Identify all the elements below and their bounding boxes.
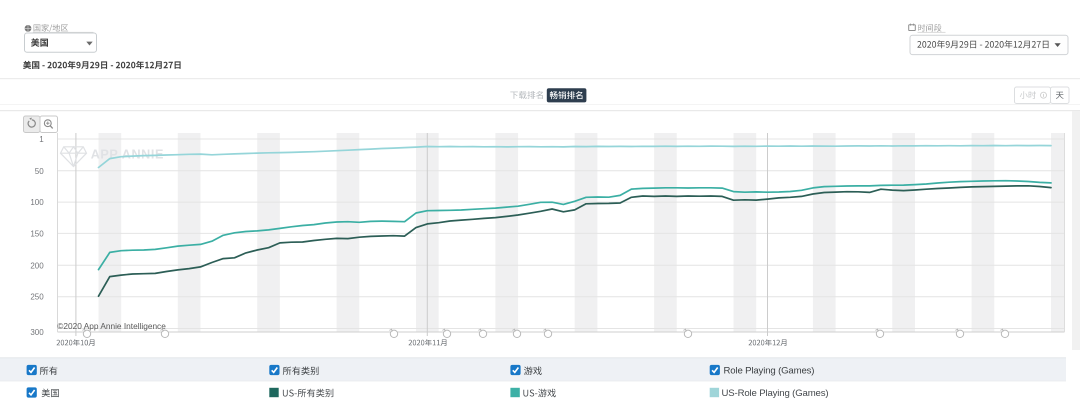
svg-text:250: 250 (30, 293, 44, 302)
svg-text:Role Playing (Games): Role Playing (Games) (724, 366, 815, 377)
svg-text:100: 100 (30, 198, 44, 207)
svg-text:©2020 App Annie Intelligence: ©2020 App Annie Intelligence (57, 321, 166, 331)
svg-text:50: 50 (35, 167, 44, 176)
svg-text:APP ANNIE: APP ANNIE (91, 148, 164, 162)
svg-text:200: 200 (30, 261, 44, 270)
svg-text:1: 1 (39, 135, 44, 144)
svg-text:US-Role Playing (Games): US-Role Playing (Games) (722, 388, 829, 399)
svg-text:300: 300 (30, 328, 44, 337)
svg-text:150: 150 (30, 229, 44, 238)
